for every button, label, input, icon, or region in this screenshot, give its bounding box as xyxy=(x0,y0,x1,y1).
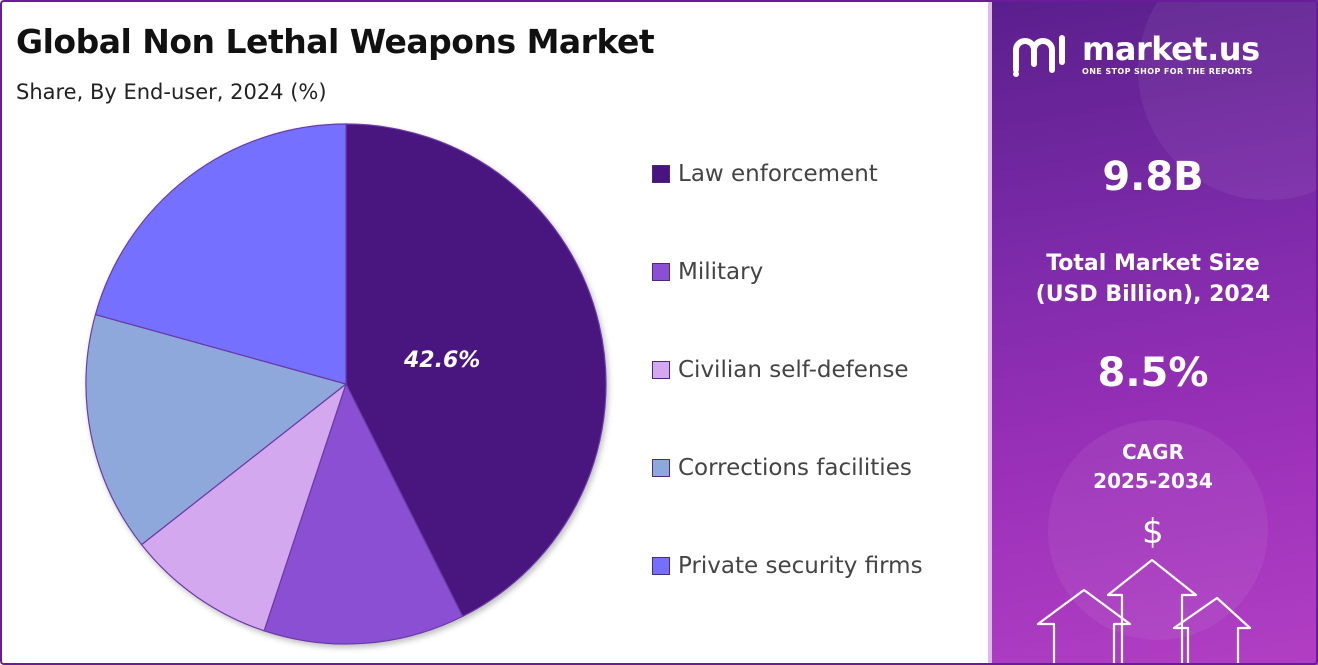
chart-panel: Global Non Lethal Weapons Market Share, … xyxy=(16,22,923,645)
pie-slice-military xyxy=(263,382,464,645)
legend-item-law-enforcement: Law enforcement xyxy=(652,158,923,190)
pie-data-label: 42.6% xyxy=(403,348,480,373)
legend-item-corrections-facilities: Corrections facilities xyxy=(652,452,923,484)
market-size-label-line1: Total Market Size xyxy=(1046,251,1260,276)
chart-title: Global Non Lethal Weapons Market xyxy=(16,22,655,61)
cagr-label-line2: 2025-2034 xyxy=(1093,469,1213,493)
pie-slice-private-security-firms xyxy=(94,123,347,385)
legend-item-private-security-firms: Private security firms xyxy=(652,550,923,582)
legend-item-military: Military xyxy=(652,256,923,288)
legend-swatch xyxy=(652,361,670,379)
pie-slice-law-enforcement xyxy=(345,123,607,618)
summary-sidebar: market.us ONE STOP SHOP FOR THE REPORTS … xyxy=(988,0,1318,665)
growth-arrows-icon xyxy=(1036,558,1252,665)
chart-legend: Law enforcement Military Civilian self-d… xyxy=(652,158,923,582)
sidebar-divider xyxy=(988,0,992,665)
legend-label: Law enforcement xyxy=(678,161,878,187)
pie-chart: 42.6% xyxy=(85,123,607,645)
legend-swatch xyxy=(652,557,670,575)
legend-swatch xyxy=(652,165,670,183)
pie-slice-civilian-self-defense xyxy=(140,382,348,632)
legend-item-civilian-self-defense: Civilian self-defense xyxy=(652,354,923,386)
dollar-icon: $ xyxy=(1142,512,1164,552)
legend-label: Private security firms xyxy=(678,553,923,579)
market-size-label-line2: (USD Billion), 2024 xyxy=(1035,282,1271,307)
legend-swatch xyxy=(652,263,670,281)
brand-name: market.us xyxy=(1082,30,1260,68)
legend-label: Corrections facilities xyxy=(678,455,912,481)
cagr-value: 8.5% xyxy=(1097,350,1209,396)
pie-slice-corrections-facilities xyxy=(85,313,348,546)
cagr-label-line1: CAGR xyxy=(1122,440,1184,464)
legend-label: Civilian self-defense xyxy=(678,357,909,383)
brand-tagline: ONE STOP SHOP FOR THE REPORTS xyxy=(1082,67,1253,76)
chart-subtitle: Share, By End-user, 2024 (%) xyxy=(16,80,327,104)
legend-label: Military xyxy=(678,259,764,285)
legend-swatch xyxy=(652,459,670,477)
market-size-value: 9.8B xyxy=(1102,154,1204,200)
background-decoration xyxy=(1048,420,1268,640)
brand: market.us ONE STOP SHOP FOR THE REPORTS xyxy=(1010,30,1260,78)
market-us-logo-icon xyxy=(1013,35,1065,77)
